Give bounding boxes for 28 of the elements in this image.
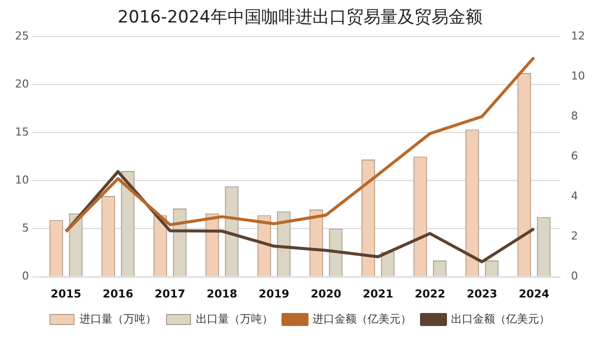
chart-title: 2016-2024年中国咖啡进出口贸易量及贸易金额 [118, 8, 482, 28]
x-tick-label: 2024 [518, 287, 550, 300]
y-tick-label: 20 [14, 77, 29, 90]
y-tick-label: 10 [14, 174, 29, 186]
y-tick-label: 5 [22, 222, 29, 235]
x-tick-label: 2021 [362, 287, 394, 300]
y2-tick-label: 4 [571, 190, 578, 203]
x-tick-label: 2018 [206, 287, 238, 300]
x-tick-label: 2022 [414, 287, 446, 300]
y-tick-label: 25 [14, 29, 29, 42]
x-tick-label: 2015 [50, 287, 82, 300]
y2-tick-label: 6 [571, 149, 578, 162]
y2-tick-label: 8 [571, 109, 578, 122]
x-tick-label: 2017 [154, 287, 186, 300]
legend-label: 进口量（万吨） [80, 312, 156, 326]
legend-label: 出口金额（亿美元） [451, 312, 550, 326]
y-tick-label: 0 [22, 270, 29, 283]
y2-tick-label: 2 [571, 230, 578, 243]
y-tick-label: 15 [14, 125, 29, 138]
legend-label: 出口量（万吨） [196, 312, 273, 326]
x-tick-label: 2016 [102, 287, 134, 300]
y2-tick-label: 10 [571, 69, 586, 82]
y2-tick-label: 12 [571, 29, 586, 42]
x-tick-label: 2019 [258, 287, 290, 300]
x-tick-label: 2020 [310, 287, 342, 300]
legend-label: 进口金额（亿美元） [312, 312, 412, 326]
y2-tick-label: 0 [571, 270, 578, 283]
x-tick-label: 2023 [466, 287, 498, 300]
